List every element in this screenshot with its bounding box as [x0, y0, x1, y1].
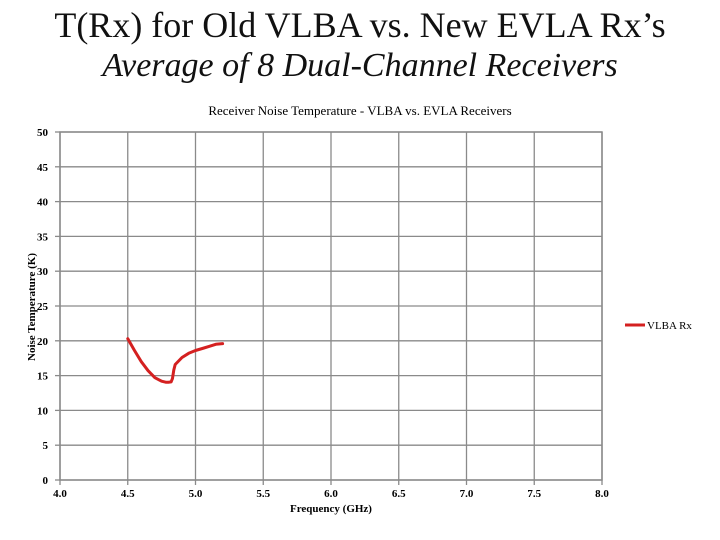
x-tick-label: 6.5 [392, 488, 406, 500]
legend-label: VLBA Rx [647, 320, 692, 332]
series-line-vlba-rx [126, 337, 225, 384]
chart-grid [55, 131, 603, 485]
y-tick-label: 30 [37, 266, 49, 278]
x-tick-label: 6.0 [324, 488, 338, 500]
slide-title: T(Rx) for Old VLBA vs. New EVLA Rx’s [54, 5, 666, 45]
y-tick-label: 10 [37, 405, 49, 417]
x-tick-label: 4.0 [53, 488, 67, 500]
y-tick-label: 40 [37, 197, 49, 209]
slide-subtitle: Average of 8 Dual-Channel Receivers [102, 47, 618, 84]
y-tick-label: 0 [43, 475, 49, 487]
chart-title: Receiver Noise Temperature - VLBA vs. EV… [208, 103, 511, 118]
x-tick-label: 8.0 [595, 488, 609, 500]
x-tick-label: 5.5 [256, 488, 270, 500]
y-tick-label: 50 [37, 127, 49, 139]
y-tick-label: 20 [37, 336, 49, 348]
y-tick-label: 25 [37, 301, 49, 313]
x-tick-label: 7.5 [527, 488, 541, 500]
y-tick-label: 35 [37, 231, 49, 243]
x-tick-label: 5.0 [189, 488, 203, 500]
y-tick-label: 5 [43, 440, 49, 452]
x-axis-label: Frequency (GHz) [290, 503, 372, 515]
y-axis-label: Noise Temperature (K) [26, 253, 38, 361]
y-tick-label: 45 [37, 162, 49, 174]
chart-series [126, 337, 225, 384]
chart-ticks: 4.0 4.5 5.0 5.5 6.0 6.5 7.0 7.5 8.0 0 5 10 15 20 25 30 3… [37, 127, 609, 500]
chart-legend: VLBA Rx [625, 320, 692, 332]
y-tick-label: 15 [37, 371, 49, 383]
x-tick-label: 4.5 [121, 488, 135, 500]
x-tick-label: 7.0 [460, 488, 474, 500]
